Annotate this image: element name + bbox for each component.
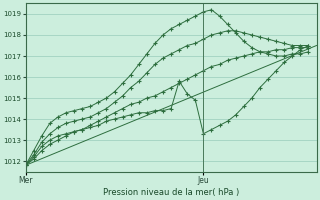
X-axis label: Pression niveau de la mer( hPa ): Pression niveau de la mer( hPa )	[103, 188, 239, 197]
